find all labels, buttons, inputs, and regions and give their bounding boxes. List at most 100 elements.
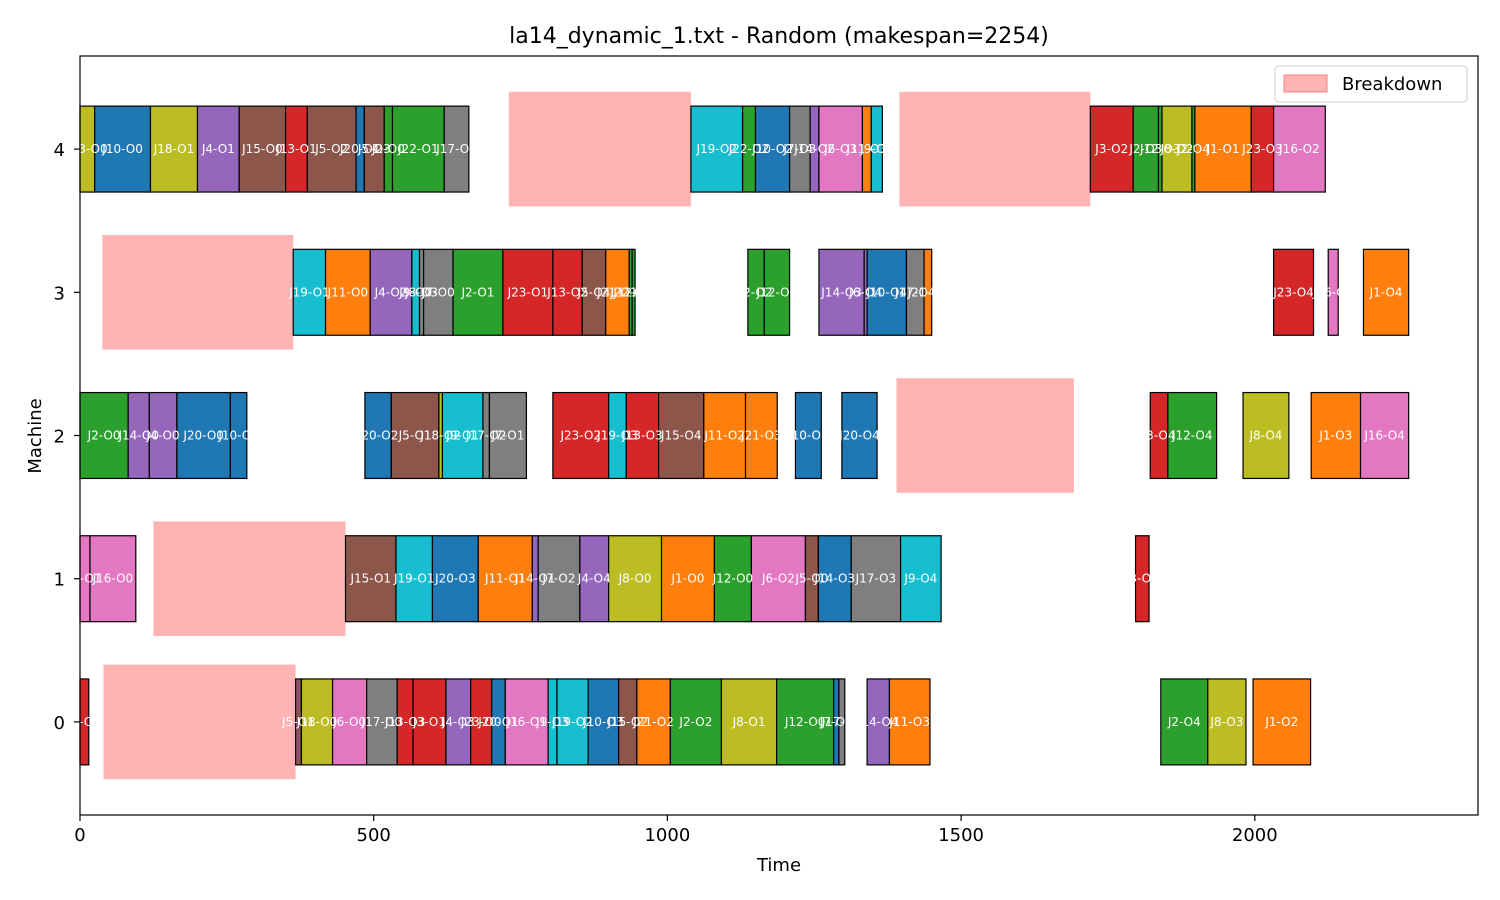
operation-bar: [870, 105, 883, 193]
operation-bar: [238, 105, 287, 193]
operation-label: J14-O3: [820, 285, 862, 299]
operation-bar: [443, 105, 470, 193]
operation-bar: [148, 391, 178, 480]
operation-label: J18-O2: [419, 429, 461, 443]
operation-bar: [818, 105, 864, 193]
operation-bar: [1310, 391, 1362, 480]
operation-label: J6-O2: [761, 572, 795, 586]
operation-bar: [1272, 105, 1326, 193]
legend-label-breakdown: Breakdown: [1342, 74, 1442, 95]
operation-bar: [776, 678, 835, 766]
operation-label: J5-O3: [357, 142, 391, 156]
operation-bar: [452, 248, 504, 336]
operation-label: J19-O2: [695, 142, 737, 156]
operation-label: J4-O2: [374, 285, 408, 299]
operation-label: J22-O2: [728, 142, 770, 156]
operation-bar: [556, 678, 589, 766]
operation-bar: [899, 535, 942, 623]
operation-label: J16-O2: [1278, 142, 1320, 156]
operation-bar: [744, 391, 778, 480]
operation-label: J23-O3: [1241, 142, 1283, 156]
operation-label: J9-O1: [445, 429, 479, 443]
operation-label: J5-O1: [281, 715, 315, 729]
operation-bar: [149, 105, 199, 193]
operation-bar: [324, 248, 371, 336]
operation-bar: [625, 391, 660, 480]
operation-label: J17-O4: [894, 285, 936, 299]
operation-label: J12-O0: [784, 715, 826, 729]
operation-label: J1-O1: [1206, 142, 1240, 156]
x-tick-label: 2000: [1232, 825, 1278, 846]
operation-label: J9-O2: [859, 142, 893, 156]
operation-label: J6-O3: [823, 142, 857, 156]
operation-bar: [1207, 678, 1247, 766]
operation-label: J22-O0: [609, 285, 651, 299]
operation-label: J2-O3: [1128, 142, 1162, 156]
operation-label: J8-O0: [618, 572, 652, 586]
operation-label: J5-O1: [398, 429, 432, 443]
operation-label: J7-O1: [819, 715, 853, 729]
operation-bar: [196, 105, 240, 193]
operation-bar: [306, 105, 357, 193]
operation-label: J22-O1: [397, 142, 439, 156]
operation-bar: [79, 391, 129, 480]
operation-bar: [89, 535, 137, 623]
breakdown-bar: [899, 91, 1091, 207]
operation-label: J9-O0: [398, 285, 432, 299]
operation-label: J2-O4: [1167, 715, 1201, 729]
breakdown-bar: [508, 91, 691, 207]
operation-label: J16-O3: [1312, 285, 1354, 299]
operation-label: J12-O0: [712, 572, 754, 586]
operation-label: J13-O3: [384, 715, 426, 729]
operation-label: J3-O1: [412, 715, 446, 729]
y-axis-title: Machine: [25, 398, 46, 473]
operation-label: J20-O3: [434, 572, 476, 586]
operation-bar: [923, 248, 933, 336]
operation-label: J12-O2: [756, 285, 798, 299]
operation-label: J13-O0: [66, 142, 108, 156]
operation-label: J15-O0: [241, 142, 283, 156]
operation-bar: [750, 535, 807, 623]
operation-label: J12-O4: [1171, 429, 1213, 443]
operation-label: J16-O0: [92, 572, 134, 586]
operation-label: J8-O1: [732, 715, 766, 729]
x-tick-label: 1000: [644, 825, 690, 846]
operation-bar: [364, 391, 392, 480]
breakdown-bar: [153, 521, 346, 636]
operation-label: J2-O0: [87, 429, 121, 443]
operation-label: J5-O2: [314, 142, 348, 156]
operation-label: J3-O3: [1125, 572, 1159, 586]
y-tick-label: 0: [54, 713, 65, 734]
operation-label: J11-O3: [846, 142, 888, 156]
y-tick-label: 3: [54, 283, 65, 304]
operation-bar: [431, 535, 479, 623]
operation-label: J12-O3: [1139, 142, 1181, 156]
operation-label: J2-O1: [460, 285, 494, 299]
operation-bar: [1362, 248, 1410, 336]
x-tick-label: 0: [74, 825, 85, 846]
operation-bar: [794, 391, 822, 480]
operation-bar: [423, 248, 454, 336]
operation-label: J21-O2: [632, 715, 674, 729]
operation-label: J17-O2: [465, 429, 507, 443]
operation-label: J7-O1: [490, 429, 524, 443]
operation-label: J9-O4: [903, 572, 937, 586]
operation-bar: [690, 105, 744, 193]
operation-label: J21-O3: [740, 429, 782, 443]
operation-label: J17-O3: [855, 572, 897, 586]
breakdown-bar: [896, 378, 1074, 493]
operation-bar: [331, 678, 368, 766]
operation-label: J2-O2: [678, 715, 712, 729]
x-tick-label: 500: [357, 825, 391, 846]
operation-bar: [445, 678, 472, 766]
y-tick-label: 4: [54, 140, 65, 161]
operation-bar: [441, 391, 484, 480]
operation-label: J4-O3: [441, 715, 475, 729]
operation-bar: [608, 535, 663, 623]
operation-label: J23-O2: [559, 429, 601, 443]
x-axis-title: Time: [756, 855, 801, 876]
operation-label: J19-O1: [288, 285, 330, 299]
operation-label: J11-O2: [703, 429, 745, 443]
operation-label: J8-O2: [1159, 142, 1193, 156]
